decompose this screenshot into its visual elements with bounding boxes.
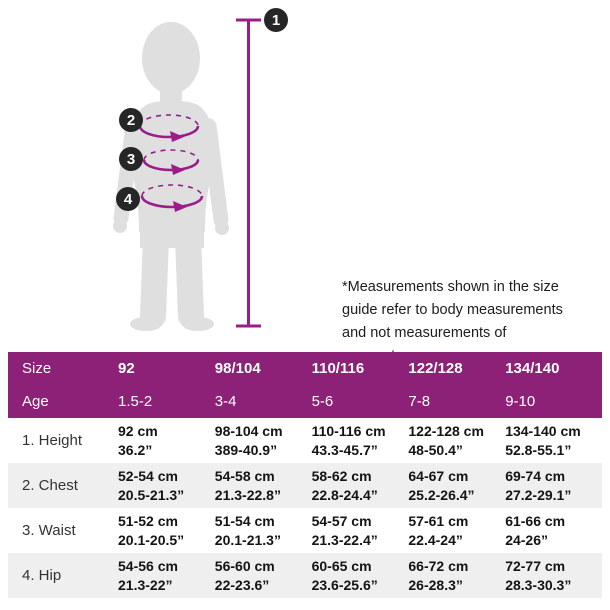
measurement-cell: 92 cm 36.2”	[118, 422, 215, 460]
table-row-height: 1. Height 92 cm 36.2” 98-104 cm 389-40.9…	[8, 418, 602, 463]
cm-value: 51-52 cm	[118, 512, 178, 529]
size-header-row: Size 92 98/104 110/116 122/128 134/140	[8, 352, 602, 385]
cm-value: 92 cm	[118, 422, 158, 439]
inch-value: 21.3-22”	[118, 576, 173, 593]
inch-value: 389-40.9”	[214, 441, 278, 458]
inch-value: 22.8-24.4”	[311, 486, 378, 503]
row-label: 2. Chest	[22, 477, 78, 494]
measurement-cell: 64-67 cm 25.2-26.4”	[408, 467, 505, 505]
measurement-cell: 54-58 cm 21.3-22.8”	[215, 467, 312, 505]
measurement-cell: 58-62 cm 22.8-24.4”	[312, 467, 409, 505]
waist-girth-band	[142, 149, 200, 175]
measurement-cell: 57-61 cm 22.4-24”	[408, 512, 505, 550]
age-value: 7-8	[408, 393, 431, 410]
inch-value: 43.3-45.7”	[311, 441, 378, 458]
inch-value: 25.2-26.4”	[408, 486, 475, 503]
measurement-cell: 52-54 cm 20.5-21.3”	[118, 467, 215, 505]
cm-value: 122-128 cm	[408, 422, 484, 439]
measurement-cell: 51-54 cm 20.1-21.3”	[215, 512, 312, 550]
cm-value: 52-54 cm	[118, 467, 178, 484]
cm-value: 72-77 cm	[505, 557, 566, 574]
cm-value: 98-104 cm	[214, 422, 283, 439]
inch-value: 21.3-22.8”	[214, 486, 281, 503]
table-row-hip: 4. Hip 54-56 cm 21.3-22” 56-60 cm 22-23.…	[8, 553, 602, 598]
marker-3-waist: 3	[119, 147, 143, 171]
cm-value: 57-61 cm	[408, 512, 469, 529]
cm-value: 66-72 cm	[408, 557, 469, 574]
table-row-chest: 2. Chest 52-54 cm 20.5-21.3” 54-58 cm 21…	[8, 463, 602, 508]
measurement-cell: 122-128 cm 48-50.4”	[408, 422, 505, 460]
child-silhouette-figure	[113, 18, 261, 331]
inch-value: 20.1-20.5”	[118, 531, 185, 548]
age-header-label: Age	[22, 393, 49, 410]
size-table: Size 92 98/104 110/116 122/128 134/140 A…	[8, 352, 602, 598]
inch-value: 27.2-29.1”	[505, 486, 572, 503]
row-label: 1. Height	[22, 432, 83, 449]
size-table-header: Size 92 98/104 110/116 122/128 134/140 A…	[8, 352, 602, 418]
size-value: 98/104	[214, 360, 261, 377]
measurement-cell: 66-72 cm 26-28.3”	[408, 557, 505, 595]
size-value: 134/140	[505, 360, 560, 377]
age-header-row: Age 1.5-2 3-4 5-6 7-8 9-10	[8, 385, 602, 418]
measurement-cell: 54-57 cm 21.3-22.4”	[312, 512, 409, 550]
size-value: 110/116	[311, 360, 365, 377]
age-value: 5-6	[311, 393, 334, 410]
cm-value: 54-56 cm	[118, 557, 178, 574]
inch-value: 20.1-21.3”	[214, 531, 281, 548]
cm-value: 69-74 cm	[505, 467, 566, 484]
marker-2-chest: 2	[119, 108, 143, 132]
cm-value: 110-116 cm	[311, 422, 386, 439]
cm-value: 56-60 cm	[214, 557, 275, 574]
inch-value: 20.5-21.3”	[118, 486, 185, 503]
measurement-cell: 61-66 cm 24-26”	[505, 512, 602, 550]
measurement-cell: 98-104 cm 389-40.9”	[215, 422, 312, 460]
measurement-cell: 54-56 cm 21.3-22”	[118, 557, 215, 595]
age-value: 1.5-2	[118, 393, 153, 410]
cm-value: 61-66 cm	[505, 512, 566, 529]
measurement-cell: 56-60 cm 22-23.6”	[215, 557, 312, 595]
chest-girth-band	[138, 114, 200, 142]
measurement-cell: 72-77 cm 28.3-30.3”	[505, 557, 602, 595]
size-header-label: Size	[22, 360, 52, 377]
child-silhouette	[113, 22, 229, 331]
inch-value: 24-26”	[505, 531, 548, 548]
cm-value: 134-140 cm	[505, 422, 581, 439]
height-dimension-line	[236, 18, 261, 328]
inch-value: 23.6-25.6”	[311, 576, 378, 593]
size-table-body: 1. Height 92 cm 36.2” 98-104 cm 389-40.9…	[8, 418, 602, 598]
inch-value: 22-23.6”	[214, 576, 270, 593]
measurement-cell: 51-52 cm 20.1-20.5”	[118, 512, 215, 550]
size-value: 92	[118, 360, 135, 377]
marker-4-hip: 4	[116, 187, 140, 211]
row-label: 4. Hip	[22, 567, 62, 584]
cm-value: 60-65 cm	[311, 557, 372, 574]
inch-value: 28.3-30.3”	[505, 576, 572, 593]
measurement-cell: 134-140 cm 52.8-55.1”	[505, 422, 602, 460]
row-label: 3. Waist	[22, 522, 76, 539]
cm-value: 58-62 cm	[311, 467, 372, 484]
age-value: 9-10	[505, 393, 536, 410]
inch-value: 21.3-22.4”	[311, 531, 378, 548]
inch-value: 48-50.4”	[408, 441, 463, 458]
measurement-cell: 110-116 cm 43.3-45.7”	[312, 422, 409, 460]
cm-value: 54-58 cm	[214, 467, 275, 484]
measurement-cell: 69-74 cm 27.2-29.1”	[505, 467, 602, 505]
cm-value: 64-67 cm	[408, 467, 469, 484]
cm-value: 54-57 cm	[311, 512, 372, 529]
age-value: 3-4	[214, 393, 237, 410]
inch-value: 26-28.3”	[408, 576, 463, 593]
size-value: 122/128	[408, 360, 463, 377]
marker-1-height: 1	[264, 8, 288, 32]
measurement-cell: 60-65 cm 23.6-25.6”	[312, 557, 409, 595]
inch-value: 52.8-55.1”	[505, 441, 572, 458]
hip-girth-band	[140, 184, 204, 212]
measurement-diagram: 1 2 3 4 *Measurements shown in the size …	[113, 8, 563, 364]
cm-value: 51-54 cm	[214, 512, 275, 529]
inch-value: 22.4-24”	[408, 531, 463, 548]
inch-value: 36.2”	[118, 441, 153, 458]
table-row-waist: 3. Waist 51-52 cm 20.1-20.5” 51-54 cm 20…	[8, 508, 602, 553]
